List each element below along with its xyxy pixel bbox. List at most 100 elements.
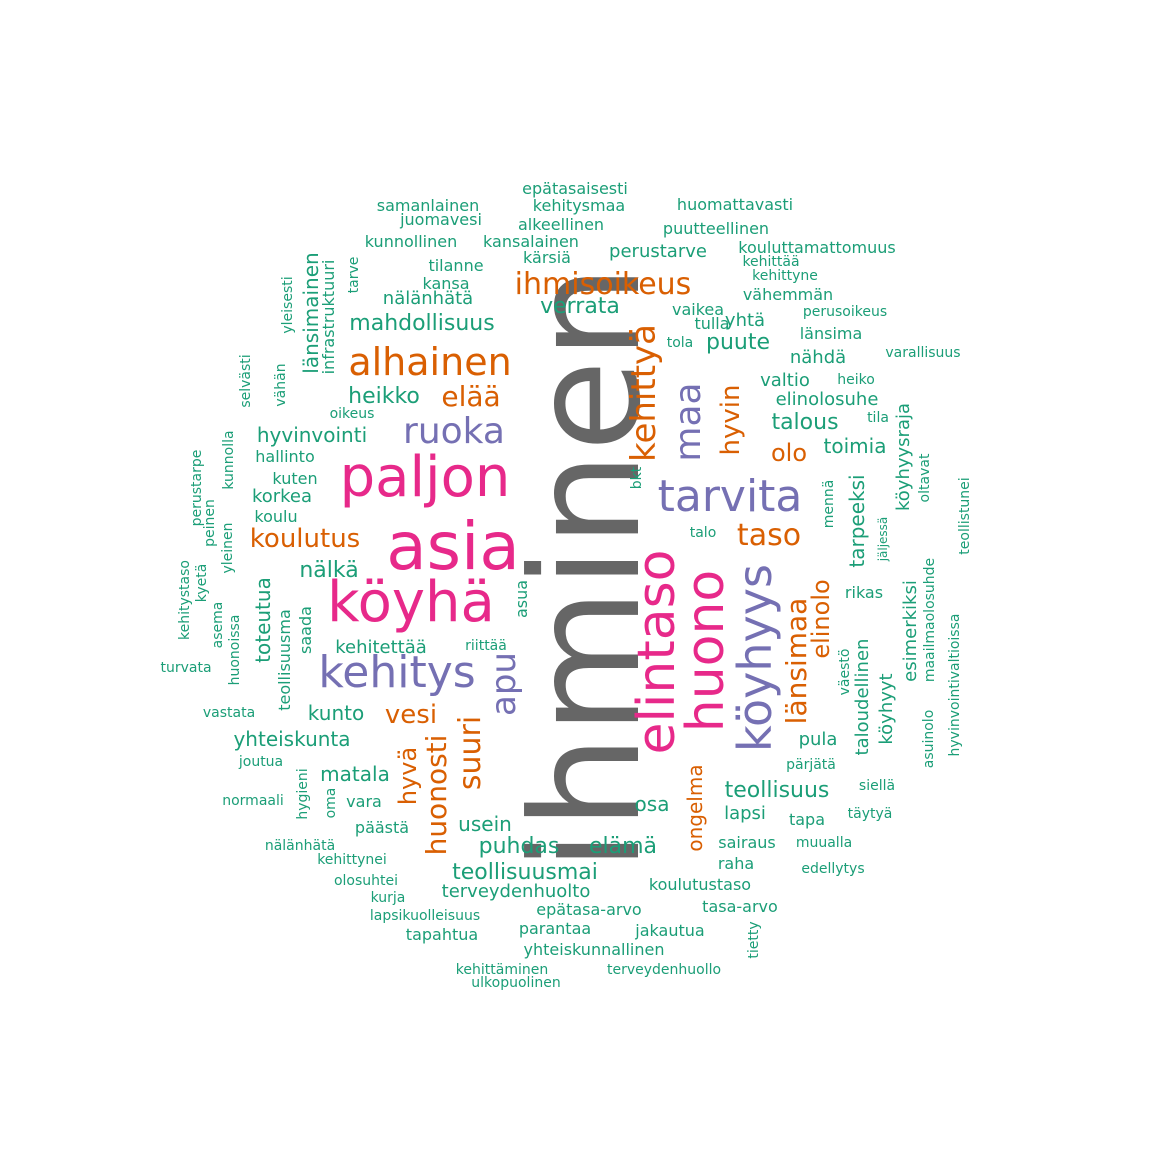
cloud-word: köyhä <box>327 570 495 635</box>
cloud-word: ulkopuolinen <box>471 975 561 991</box>
cloud-word: heikko <box>348 384 420 409</box>
cloud-word: huonosti <box>420 734 453 856</box>
cloud-word: terveydenhuollo <box>606 962 722 978</box>
cloud-word: osa <box>634 792 670 816</box>
cloud-word: hyvinvointi <box>256 423 368 447</box>
cloud-word: hyvin <box>716 384 746 456</box>
cloud-word: vähemmän <box>742 285 834 304</box>
cloud-word: hyvä <box>394 746 422 806</box>
cloud-word: terveydenhuolto <box>441 881 591 902</box>
cloud-word: talo <box>689 525 717 541</box>
cloud-word: tulla <box>694 314 730 333</box>
cloud-word: nähdä <box>789 347 847 368</box>
cloud-word: lapsi <box>724 803 766 824</box>
cloud-word: yhteiskunta <box>233 727 351 751</box>
cloud-word: epätasaisesti <box>522 179 628 198</box>
cloud-word: valtio <box>760 370 810 391</box>
cloud-word: kehittää <box>742 254 800 270</box>
cloud-word: apu <box>484 652 524 716</box>
cloud-word: korkea <box>251 486 313 507</box>
cloud-word: maa <box>668 382 709 462</box>
cloud-word: huonoissa <box>227 614 243 686</box>
cloud-word: toimia <box>823 434 887 458</box>
cloud-word: nälänhätä <box>264 838 336 854</box>
cloud-word: kunnolla <box>221 430 237 490</box>
cloud-word: ruoka <box>403 411 505 452</box>
cloud-word: asema <box>210 601 226 649</box>
cloud-word: puutteellinen <box>662 219 770 238</box>
cloud-word: tarve <box>346 256 362 294</box>
cloud-word: varallisuus <box>885 345 961 361</box>
cloud-word: esimerkiksi <box>900 580 921 682</box>
cloud-word: vaikea <box>671 300 725 319</box>
cloud-word: päästä <box>354 818 410 837</box>
cloud-word: perustarve <box>609 241 707 262</box>
cloud-word: koulutustaso <box>648 875 752 894</box>
cloud-word: oma <box>323 787 339 819</box>
cloud-word: perusoikeus <box>802 304 888 320</box>
cloud-word: tasa-arvo <box>702 897 778 916</box>
cloud-word: väestö <box>837 648 853 696</box>
cloud-word: tila <box>867 410 889 426</box>
cloud-word: länsima <box>799 324 863 343</box>
cloud-word: hallinto <box>255 447 315 466</box>
cloud-word: olo <box>770 439 808 467</box>
cloud-word: pärjätä <box>786 757 836 773</box>
cloud-word: kurja <box>370 890 406 906</box>
cloud-word: alkeellinen <box>517 215 605 234</box>
cloud-word: kehitysmaa <box>532 196 626 215</box>
cloud-word: jäljessä <box>876 516 890 562</box>
cloud-word: ihmisoikeus <box>514 267 692 302</box>
cloud-word: epätasa-arvo <box>536 900 642 919</box>
cloud-word: köyhyys <box>728 564 782 752</box>
cloud-word: elää <box>441 380 501 413</box>
cloud-word: usein <box>458 812 512 836</box>
cloud-word: parantaa <box>518 919 592 938</box>
cloud-word: teollisuusmai <box>452 860 598 885</box>
cloud-word: kansalainen <box>483 232 579 251</box>
cloud-word: turvata <box>160 660 212 676</box>
cloud-word: mahdollisuus <box>349 311 495 336</box>
cloud-word: puhdas <box>478 834 560 859</box>
cloud-word: vähän <box>273 363 289 407</box>
cloud-word: raha <box>717 854 755 873</box>
cloud-word: elinolosuhe <box>775 389 879 410</box>
cloud-word: kehittäminen <box>455 962 549 978</box>
cloud-word: infrastruktuuri <box>319 259 338 375</box>
cloud-word: pula <box>798 729 838 750</box>
cloud-word: heiko <box>837 372 875 388</box>
cloud-word: suuri <box>453 715 488 791</box>
cloud-word: elinolo <box>807 579 835 659</box>
cloud-word: kunnollinen <box>364 232 458 251</box>
cloud-word: teollistunei <box>957 477 973 555</box>
cloud-word: normaali <box>222 793 284 809</box>
cloud-word: kehittyne <box>752 268 818 284</box>
cloud-word: muualla <box>795 835 853 851</box>
cloud-word: lapsikuolleisuus <box>369 908 481 924</box>
cloud-word: tietty <box>746 921 762 959</box>
cloud-word: länsimainen <box>299 252 323 374</box>
cloud-word: oikeus <box>329 406 375 422</box>
cloud-word: peinen <box>202 499 218 547</box>
cloud-word: yhteiskunnallinen <box>523 940 665 959</box>
cloud-word: kuten <box>272 469 318 488</box>
cloud-word: edellytys <box>801 861 865 877</box>
cloud-word: talous <box>771 410 839 435</box>
cloud-word: tarvita <box>657 471 803 522</box>
cloud-word: köyhyyt <box>876 673 897 745</box>
cloud-word: koulutus <box>249 524 361 554</box>
cloud-word: kansa <box>422 274 470 293</box>
cloud-word: jakautua <box>635 921 705 940</box>
cloud-word: samanlainen <box>376 196 480 215</box>
cloud-word: siellä <box>858 778 896 794</box>
cloud-word: kunto <box>307 701 365 725</box>
cloud-word: joutua <box>238 754 284 770</box>
cloud-word: toteutua <box>251 577 275 663</box>
cloud-word: oltavat <box>917 453 933 503</box>
cloud-word: huono <box>676 569 736 733</box>
cloud-word: nälkä <box>299 558 359 583</box>
cloud-word: matala <box>320 762 390 786</box>
cloud-word: riittää <box>465 638 507 654</box>
cloud-word: kehittyä <box>624 323 664 463</box>
